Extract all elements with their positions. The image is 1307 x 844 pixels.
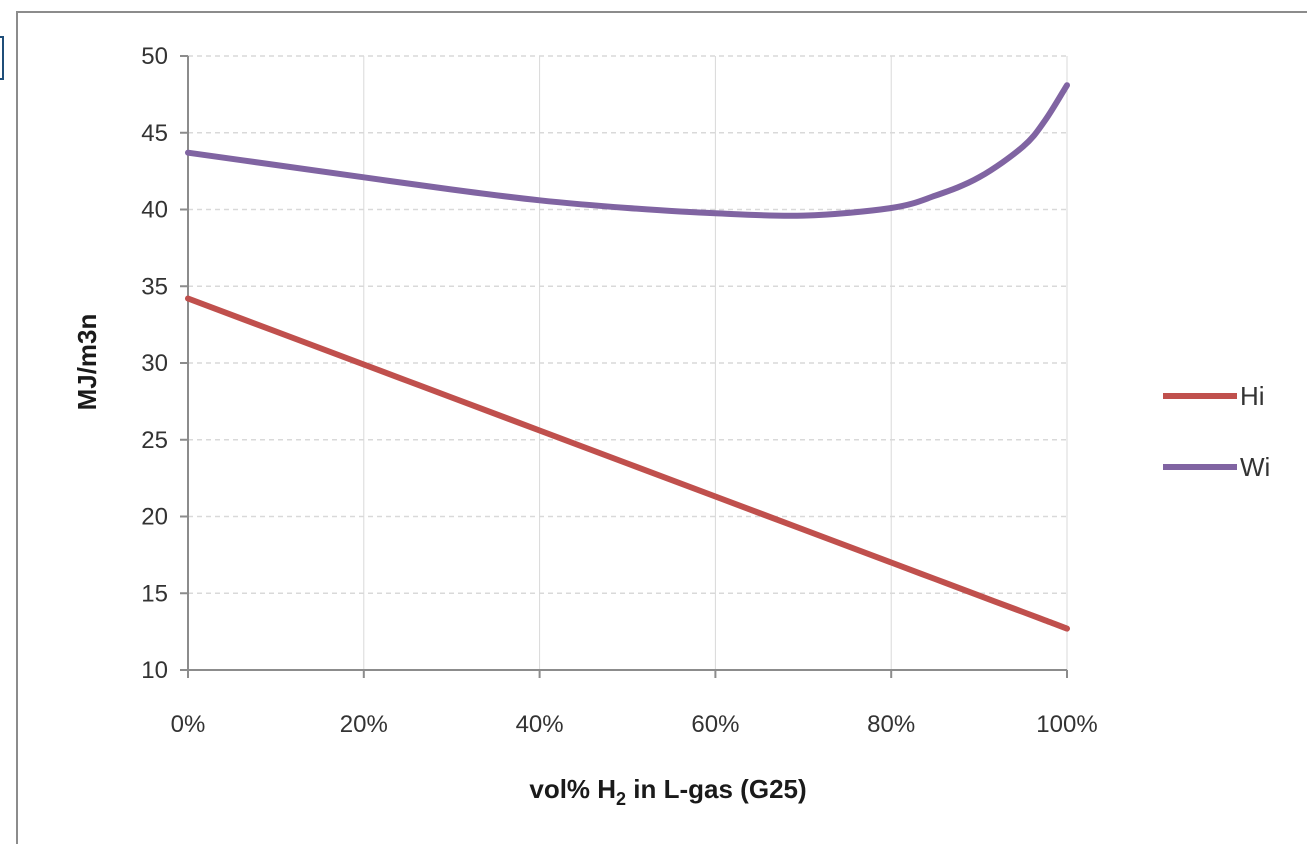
y-tick-label: 10: [141, 657, 168, 684]
x-tick-label: 20%: [340, 711, 388, 738]
y-tick-label: 40: [141, 197, 168, 224]
y-tick-label: 25: [141, 427, 168, 454]
series-line-wi: [185, 82, 1070, 219]
y-tick-label: 35: [141, 273, 168, 300]
x-tick-labels: 0% 20% 40% 60% 80% 100%: [171, 670, 1098, 738]
x-tick-label: 0%: [171, 711, 206, 738]
x-axis-title-post: in L-gas (G25): [626, 774, 807, 804]
data-series: [185, 82, 1070, 632]
x-tick-label: 60%: [691, 711, 739, 738]
legend: Hi Wi: [1163, 381, 1270, 482]
x-axis-title: vol% H2 in L-gas (G25): [529, 774, 806, 809]
y-tick-label: 15: [141, 580, 168, 607]
y-axis-title: MJ/m3n: [72, 314, 102, 411]
x-tick-label: 40%: [516, 711, 564, 738]
page-edge-mark: [0, 36, 4, 80]
chart-frame: [16, 11, 1307, 844]
y-tick-label: 20: [141, 504, 168, 531]
y-tick-label: 45: [141, 120, 168, 147]
x-axis-title-sub: 2: [616, 789, 626, 809]
x-axis-title-pre: vol% H: [529, 774, 616, 804]
x-tick-label: 80%: [867, 711, 915, 738]
y-tick-label: 50: [141, 43, 168, 70]
legend-label-hi: Hi: [1240, 381, 1265, 411]
grid-lines: [188, 55, 1068, 670]
y-tick-labels: 10 15 20 25 30 35 40 45 50: [141, 43, 188, 684]
axes: [187, 56, 1067, 678]
y-tick-label: 30: [141, 350, 168, 377]
series-line-hi: [185, 295, 1070, 632]
x-tick-label: 100%: [1036, 711, 1097, 738]
legend-label-wi: Wi: [1240, 452, 1270, 482]
